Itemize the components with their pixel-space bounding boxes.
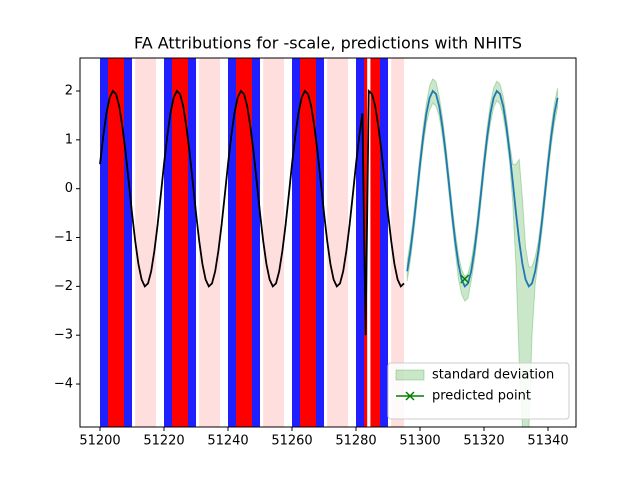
- legend-label: standard deviation: [432, 368, 554, 383]
- attribution-span: [391, 58, 404, 427]
- attribution-span: [188, 58, 196, 427]
- attribution-span: [292, 58, 300, 427]
- y-tick-label: −4: [54, 377, 73, 392]
- y-tick-label: 2: [65, 84, 73, 99]
- attribution-span: [380, 58, 388, 427]
- x-tick-label: 51220: [143, 434, 184, 449]
- attribution-span: [164, 58, 172, 427]
- attribution-span: [199, 58, 220, 427]
- y-tick-label: −1: [54, 230, 73, 245]
- attribution-span: [370, 58, 380, 427]
- attribution-span: [228, 58, 236, 427]
- axes: 51200 51220 51240 51260 51280 51300 51320 51340…: [54, 57, 577, 449]
- x-tick-label: 51320: [463, 434, 504, 449]
- legend-box: [387, 362, 570, 420]
- attribution-span: [252, 58, 260, 427]
- chart-title: FA Attributions for -scale, predictions …: [134, 34, 522, 53]
- attribution-span: [300, 58, 316, 427]
- attribution-span: [135, 58, 156, 427]
- x-tick-label: 51260: [271, 434, 312, 449]
- series-line: [406, 89, 559, 288]
- y-tick-label: −3: [54, 328, 73, 343]
- attribution-span: [356, 58, 364, 427]
- y-tick-label: 0: [65, 181, 73, 196]
- legend-swatch: [395, 369, 425, 381]
- attribution-span: [364, 58, 368, 427]
- x-tick-label: 51200: [79, 434, 120, 449]
- attribution-span: [124, 58, 132, 427]
- predicted-point: [460, 274, 470, 284]
- attribution-span: [172, 58, 188, 427]
- legend-marker: [405, 391, 415, 401]
- attribution-span: [100, 58, 108, 427]
- x-tick-label: 51280: [335, 434, 376, 449]
- y-tick-label: 1: [65, 132, 73, 147]
- attribution-span: [108, 58, 124, 427]
- legend-label: predicted point: [432, 389, 531, 404]
- x-tick-label: 51300: [399, 434, 440, 449]
- x-tick-label: 51340: [527, 434, 568, 449]
- attribution-span: [316, 58, 324, 427]
- y-tick-label: −2: [54, 279, 73, 294]
- attribution-span: [327, 58, 348, 427]
- axes-frame: [79, 57, 577, 428]
- attribution-span: [236, 58, 252, 427]
- attribution-span: [263, 58, 284, 427]
- plot-area: [99, 58, 559, 427]
- std-band: [406, 77, 559, 427]
- series-line: [99, 88, 405, 336]
- x-tick-label: 51240: [207, 434, 248, 449]
